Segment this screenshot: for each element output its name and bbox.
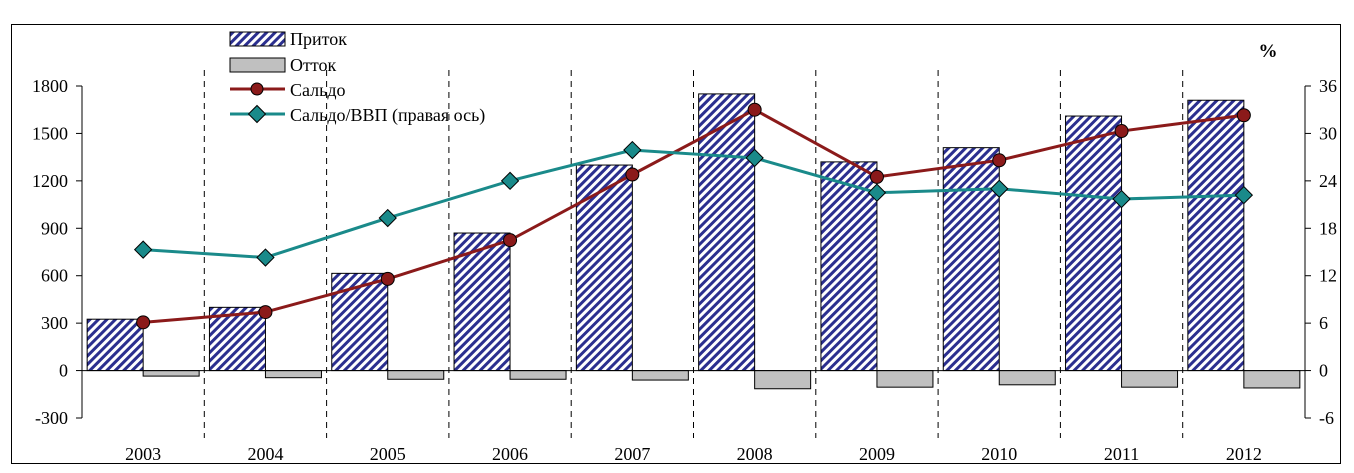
point-balance [992, 153, 1007, 168]
bar-outflow [509, 370, 567, 380]
bar-outflow [264, 370, 322, 379]
right-axis-tick-label: 18 [1319, 218, 1337, 238]
right-axis-tick-label: 36 [1319, 76, 1337, 96]
legend-label-balance-gdp: Сальдо/ВВП (правая ось) [290, 105, 485, 126]
right-axis-tick-label: 12 [1319, 266, 1337, 286]
axes-layer [76, 85, 1311, 419]
legend-swatch-inflow [229, 31, 286, 47]
left-axis-tick-label: 300 [41, 313, 68, 333]
right-axis-tick-label: 24 [1319, 171, 1337, 191]
bar-inflow [208, 306, 266, 372]
point-balance [380, 271, 395, 286]
bar-inflow [575, 164, 633, 372]
bar-outflow [876, 370, 934, 388]
labels-layer: -300 0 300 600 900 1200 1500 1800 -6 0 6 12 18 24 30 36… [32, 76, 1337, 464]
bar-outflow [1243, 370, 1301, 389]
point-balance-gdp [500, 171, 520, 191]
x-axis-tick-label: 2005 [370, 444, 406, 464]
x-axis-tick-label: 2007 [614, 444, 650, 464]
left-axis-tick-label: 0 [59, 361, 68, 381]
right-axis-tick-label: -6 [1319, 408, 1334, 428]
x-axis-tick-label: 2004 [247, 444, 283, 464]
x-axis-tick-label: 2010 [981, 444, 1017, 464]
bar-inflow [698, 93, 756, 372]
point-balance-gdp [256, 248, 275, 267]
bar-outflow [387, 370, 445, 380]
right-axis-tick-label: 0 [1319, 361, 1328, 381]
legend-label-outflow: Отток [290, 55, 336, 75]
bar-inflow [86, 318, 144, 372]
legend-swatch-outflow [229, 57, 286, 73]
bar-outflow [998, 370, 1056, 386]
point-balance [258, 305, 273, 320]
point-balance [747, 102, 762, 117]
point-balance-gdp [990, 179, 1009, 198]
point-balance-gdp [133, 240, 153, 259]
x-axis-tick-label: 2003 [125, 444, 161, 464]
point-balance-gdp [1112, 189, 1131, 209]
bar-outflow [1121, 370, 1179, 388]
left-axis-tick-label: 900 [41, 218, 68, 238]
left-axis-tick-label: 1800 [32, 76, 68, 96]
right-axis-tick-label: 6 [1319, 313, 1328, 333]
x-axis-tick-label: 2011 [1104, 444, 1139, 464]
legend-label-inflow: Приток [290, 29, 347, 49]
bar-outflow [142, 370, 200, 377]
x-axis-tick-label: 2008 [737, 444, 773, 464]
bar-inflow [820, 161, 878, 372]
right-axis-unit: % [1259, 41, 1278, 62]
legend: Приток Отток Сальдо Сальдо/ВВП (правая о… [229, 29, 485, 126]
point-balance [136, 315, 151, 330]
legend-marker-balance [250, 82, 264, 96]
left-axis-tick-label: 1200 [32, 171, 68, 191]
x-axis-tick-label: 2006 [492, 444, 528, 464]
legend-label-balance: Сальдо [290, 80, 346, 100]
chart-frame [11, 24, 1341, 464]
x-axis-tick-label: 2012 [1226, 444, 1262, 464]
bar-inflow [942, 147, 1000, 372]
point-balance [1114, 124, 1129, 139]
line-balance-gdp [143, 148, 1244, 260]
bar-inflow [1187, 99, 1245, 372]
point-balance-gdp [745, 148, 764, 168]
point-balance [625, 167, 640, 182]
left-axis-tick-label: 1500 [32, 123, 68, 143]
point-balance-gdp [378, 208, 397, 228]
right-axis-tick-label: 30 [1319, 123, 1337, 143]
point-balance [869, 169, 884, 184]
point-balance [503, 233, 518, 248]
left-axis-tick-label: -300 [35, 408, 68, 428]
line-balance [143, 108, 1245, 324]
lines-layer [133, 102, 1254, 330]
bar-inflow [1065, 115, 1123, 372]
point-balance [1236, 108, 1251, 123]
bar-inflow [331, 272, 389, 372]
legend-marker-balance-gdp [247, 104, 267, 124]
bar-outflow [754, 370, 812, 390]
point-balance-gdp [867, 183, 887, 202]
left-axis-tick-label: 600 [41, 266, 68, 286]
bar-outflow [631, 370, 689, 381]
x-axis-tick-label: 2009 [859, 444, 895, 464]
point-balance-gdp [623, 140, 642, 160]
point-balance-gdp [1234, 185, 1254, 205]
